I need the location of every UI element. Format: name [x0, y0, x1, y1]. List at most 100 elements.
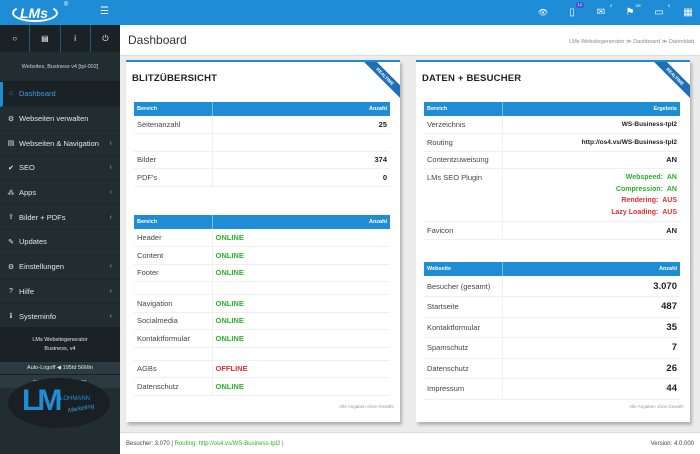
sidebar-item-label: Systeminfo — [19, 311, 57, 321]
row-label: Contentzuweisung — [424, 151, 502, 169]
status-online: ONLINE — [211, 294, 390, 313]
sidebar-item-einstellungen[interactable]: ⚙ Einstellungen ‹ — [0, 255, 120, 280]
sidebar-item-bilder-pdfs[interactable]: ⇪ Bilder + PDFs ‹ — [0, 205, 120, 231]
status-value: AUS — [662, 208, 677, 216]
table-row: Favicon AN — [424, 221, 680, 240]
lms-logo[interactable]: LMs ® — [8, 2, 68, 24]
table-row: Socialmedia ONLINE — [134, 312, 390, 330]
sidebar-item-label: Apps — [19, 188, 37, 198]
chevron-left-icon: ‹ — [109, 287, 112, 295]
row-value: 0 — [211, 168, 390, 187]
sidebar-item-webseiten-verwalten[interactable]: ⚙ Webseiten verwalten — [0, 107, 120, 132]
status-an: AN — [501, 151, 680, 169]
compression-status: Compression: AN — [506, 184, 677, 196]
cogs-icon: ⚙ — [7, 263, 15, 271]
sidebar-item-updates[interactable]: ✎ Updates — [0, 230, 120, 255]
sidebar-item-apps[interactable]: ⁂ Apps ‹ — [0, 181, 120, 206]
table-row: Navigation ONLINE — [134, 294, 390, 313]
row-label — [134, 281, 212, 295]
row-label: Bilder — [134, 151, 212, 169]
row-value: 374 — [211, 151, 390, 169]
table-row: Besucher (gesamt) 3.070 — [424, 276, 680, 297]
visitors-table: Webseite Anzahl Besucher (gesamt) 3.070 St… — [424, 262, 680, 400]
product-name: LMs Websitegenerator — [32, 336, 88, 343]
table-header: Bereich Ergebnis — [424, 102, 680, 116]
data-table: Bereich Ergebnis Verzeichnis WS-Business-t… — [424, 102, 680, 240]
sidebar-item-label: SEO — [19, 163, 35, 173]
col-bereich: Bereich — [134, 102, 212, 116]
row-label: Datenschutz — [424, 358, 502, 379]
table-row: Seitenanzahl 25 — [134, 116, 390, 134]
row-label: Kontaktformular — [134, 329, 212, 348]
status-key: Compression: — [615, 185, 663, 193]
copy-icon[interactable]: ▤ — [30, 25, 61, 52]
mail-icon[interactable]: ✉ 0 — [595, 3, 612, 19]
row-value: 25 — [211, 116, 390, 134]
document-icon: ▤ — [7, 140, 15, 148]
logo-lohmann: LOHMANN — [60, 396, 91, 402]
page-header: Dashboard LMs Websitegenerator ≫ Dashboa… — [120, 25, 700, 56]
monitor-icon[interactable]: ▭ 0 — [653, 3, 670, 19]
upload-icon: ⇪ — [8, 214, 14, 222]
seo-plugin-status: Webspeed: AN Compression: AN Rendering: … — [501, 168, 680, 222]
product-info: LMs Websitegenerator Business, v4 — [0, 327, 120, 362]
info-circle-icon: ℹ — [9, 313, 13, 321]
row-label: Kontaktformular — [424, 317, 502, 338]
chevron-left-icon: ‹ — [109, 139, 112, 147]
sidebar-item-label: Bilder + PDFs — [19, 212, 66, 222]
panel-title: DATEN + BESUCHER — [422, 73, 522, 84]
status-online: ONLINE — [211, 329, 390, 348]
row-label: Content — [134, 246, 212, 265]
footer-info: Besucher: 3.070 | Routing: http://os4.vs… — [126, 441, 284, 447]
status-online: ONLINE — [211, 377, 390, 396]
info-icon[interactable]: i — [61, 25, 91, 52]
row-label: AGBs — [134, 360, 212, 378]
status-online: ONLINE — [211, 246, 390, 265]
grid-icon[interactable]: ▦ — [682, 7, 694, 19]
check-icon: ✔ — [8, 164, 14, 172]
row-value: 26 — [501, 358, 680, 379]
col-ergebnis: Ergebnis — [501, 102, 680, 116]
sitemap-icon: ⁂ — [7, 189, 15, 197]
row-value: WS-Business-tpl2 — [501, 116, 680, 134]
table-header: Bereich Anzahl — [134, 102, 390, 116]
sidebar-item-dashboard[interactable]: ⌂ Dashboard — [0, 82, 120, 107]
row-value: 35 — [501, 317, 680, 338]
sidebar-item-systeminfo[interactable]: ℹ Systeminfo ‹ — [0, 304, 120, 329]
sidebar-toolbar: ○ ▤ i ⏻ — [0, 25, 120, 52]
row-label: Seitenanzahl — [134, 116, 212, 134]
flag-glyph: ⚑ — [625, 7, 635, 18]
footer-routing[interactable]: Routing: http://os4.vs/WS-Business-tpl2 … — [174, 440, 284, 447]
notification-badge: 12 — [575, 1, 584, 8]
breadcrumb[interactable]: LMs Websitegenerator ≫ Dashboard ≫ Daten… — [569, 39, 694, 45]
status-value: AN — [666, 185, 677, 193]
row-value[interactable]: http://os4.vs/WS-Business-tpl2 — [501, 133, 680, 152]
power-icon[interactable]: ⏻ — [102, 33, 109, 43]
status-online: ONLINE — [211, 312, 390, 330]
sidebar-item-webseiten-navigation[interactable]: ▤ Webseiten & Navigation ‹ — [0, 131, 120, 157]
sidebar-item-seo[interactable]: ✔ SEO ‹ — [0, 156, 120, 181]
realtime-ribbon: REALTIME — [647, 62, 690, 105]
sidebar-item-hilfe[interactable]: ? Hilfe ‹ — [0, 280, 120, 305]
refresh-icon[interactable]: ○ — [0, 25, 31, 52]
row-label — [134, 347, 212, 361]
status-online: ONLINE — [211, 264, 390, 282]
webspeed-status: Webspeed: AN — [506, 172, 677, 184]
sidebar-nav: ⌂ Dashboard ⚙ Webseiten verwalten ▤ Webseit… — [0, 82, 120, 329]
table-row: Footer ONLINE — [134, 264, 390, 282]
eye-icon[interactable]: 👁 — [537, 7, 549, 19]
row-label: Footer — [134, 264, 212, 282]
col-bereich: Bereich — [424, 102, 502, 116]
blitzuebersicht-panel: BLITZÜBERSICHT REALTIME Bereich Anzahl Se… — [126, 60, 400, 422]
disclaimer: Alle Angaben ohne Gewähr — [629, 404, 684, 409]
table-row: Routing http://os4.vs/WS-Business-tpl2 — [424, 133, 680, 152]
main-content: Dashboard LMs Websitegenerator ≫ Dashboa… — [120, 25, 700, 429]
row-value: 7 — [501, 337, 680, 359]
chevron-left-icon: ‹ — [109, 263, 112, 271]
clipboard-icon[interactable]: ▯ 12 — [566, 1, 584, 19]
menu-toggle-icon[interactable]: ☰ — [100, 6, 109, 17]
flag-icon[interactable]: ⚑ DE — [624, 3, 641, 19]
table-row: Datenschutz 26 — [424, 358, 680, 379]
monitor-count: 0 — [667, 2, 670, 8]
row-value — [211, 133, 390, 152]
